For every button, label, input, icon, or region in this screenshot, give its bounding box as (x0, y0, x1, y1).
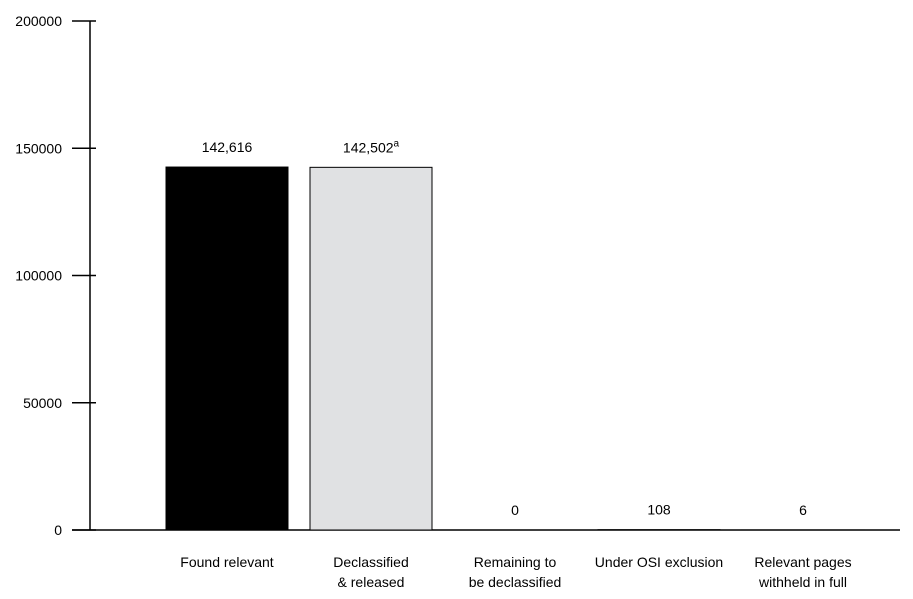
category-label: Relevant pages (754, 554, 851, 570)
category-label: withheld in full (758, 574, 847, 590)
bar (165, 166, 289, 531)
y-tick-label: 0 (54, 522, 62, 538)
data-label: 108 (647, 502, 671, 518)
category-label: Under OSI exclusion (595, 554, 723, 570)
bar (309, 166, 433, 531)
data-label: 142,502a (343, 138, 400, 155)
data-label: 142,616 (202, 139, 253, 155)
y-tick-label: 100000 (15, 268, 62, 284)
y-tick-label: 50000 (23, 395, 62, 411)
data-label-footnote: a (394, 138, 400, 149)
data-label: 6 (799, 502, 807, 518)
category-label: Declassified (333, 554, 408, 570)
y-tick-label: 150000 (15, 140, 62, 156)
category-label: Remaining to (474, 554, 557, 570)
category-label: be declassified (469, 574, 562, 590)
data-label: 0 (511, 502, 519, 518)
y-tick-label: 200000 (15, 13, 62, 29)
category-label: & released (338, 574, 405, 590)
category-label: Found relevant (180, 554, 274, 570)
